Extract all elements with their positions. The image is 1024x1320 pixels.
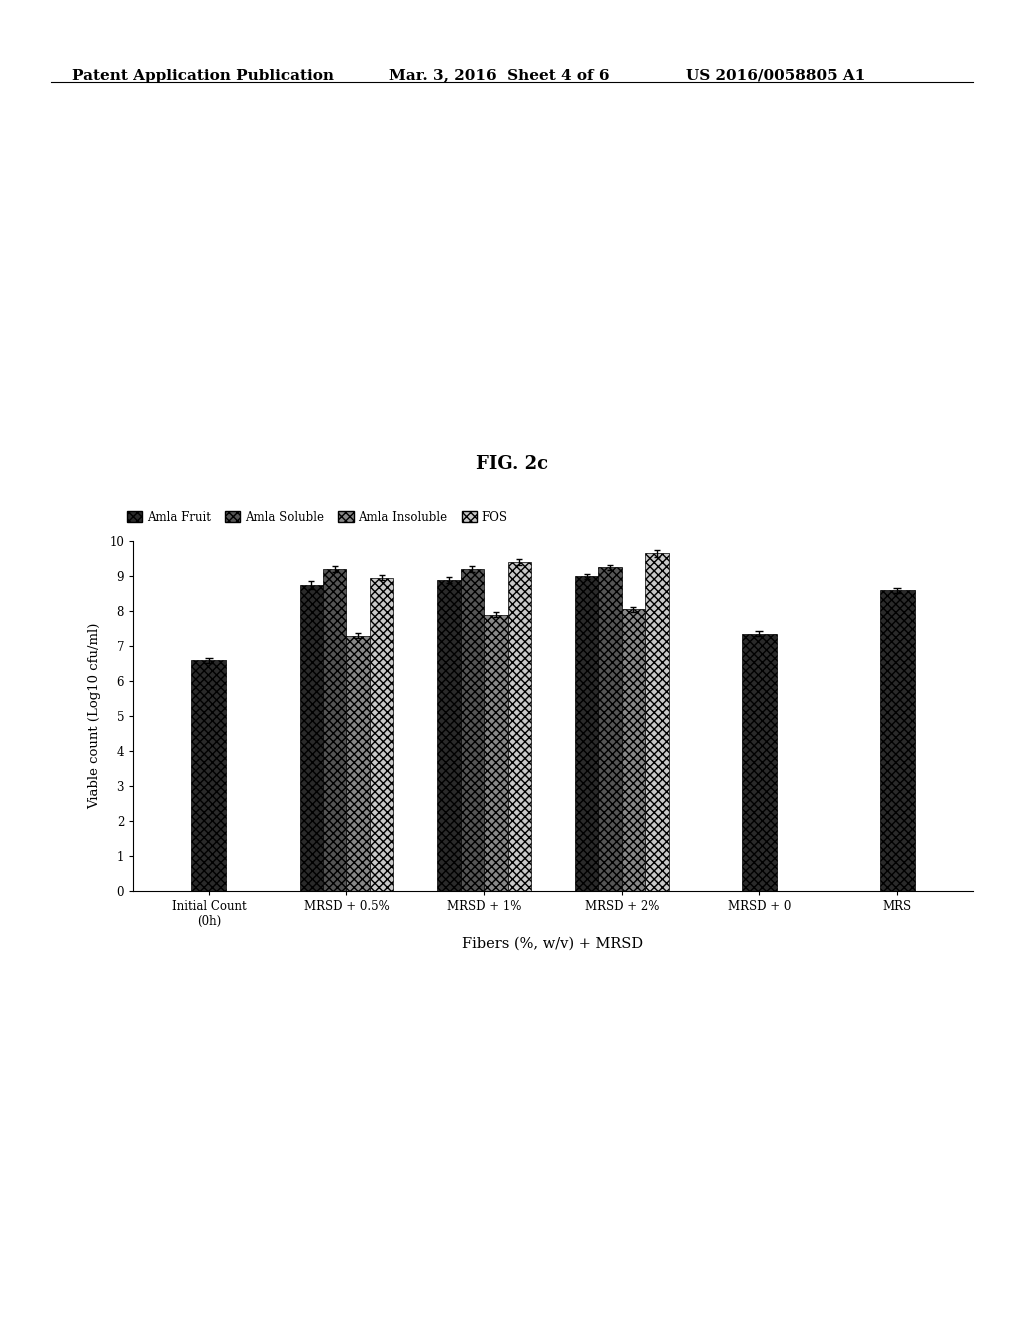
Legend: Amla Fruit, Amla Soluble, Amla Insoluble, FOS: Amla Fruit, Amla Soluble, Amla Insoluble… bbox=[122, 506, 512, 528]
X-axis label: Fibers (%, w/v) + MRSD: Fibers (%, w/v) + MRSD bbox=[463, 936, 643, 950]
Bar bbox=[598, 568, 622, 891]
Bar bbox=[437, 579, 461, 891]
Bar bbox=[324, 569, 346, 891]
Bar bbox=[645, 553, 669, 891]
Bar bbox=[741, 634, 777, 891]
Text: Patent Application Publication: Patent Application Publication bbox=[72, 69, 334, 83]
Bar bbox=[191, 660, 226, 891]
Bar bbox=[370, 578, 393, 891]
Bar bbox=[575, 576, 598, 891]
Bar bbox=[508, 562, 530, 891]
Text: US 2016/0058805 A1: US 2016/0058805 A1 bbox=[686, 69, 865, 83]
Text: FIG. 2c: FIG. 2c bbox=[476, 455, 548, 474]
Text: Mar. 3, 2016  Sheet 4 of 6: Mar. 3, 2016 Sheet 4 of 6 bbox=[389, 69, 609, 83]
Bar bbox=[880, 590, 914, 891]
Bar bbox=[484, 615, 508, 891]
Bar bbox=[346, 636, 370, 891]
Bar bbox=[300, 585, 324, 891]
Bar bbox=[622, 610, 645, 891]
Y-axis label: Viable count (Log10 cfu/ml): Viable count (Log10 cfu/ml) bbox=[88, 623, 101, 809]
Bar bbox=[461, 569, 484, 891]
